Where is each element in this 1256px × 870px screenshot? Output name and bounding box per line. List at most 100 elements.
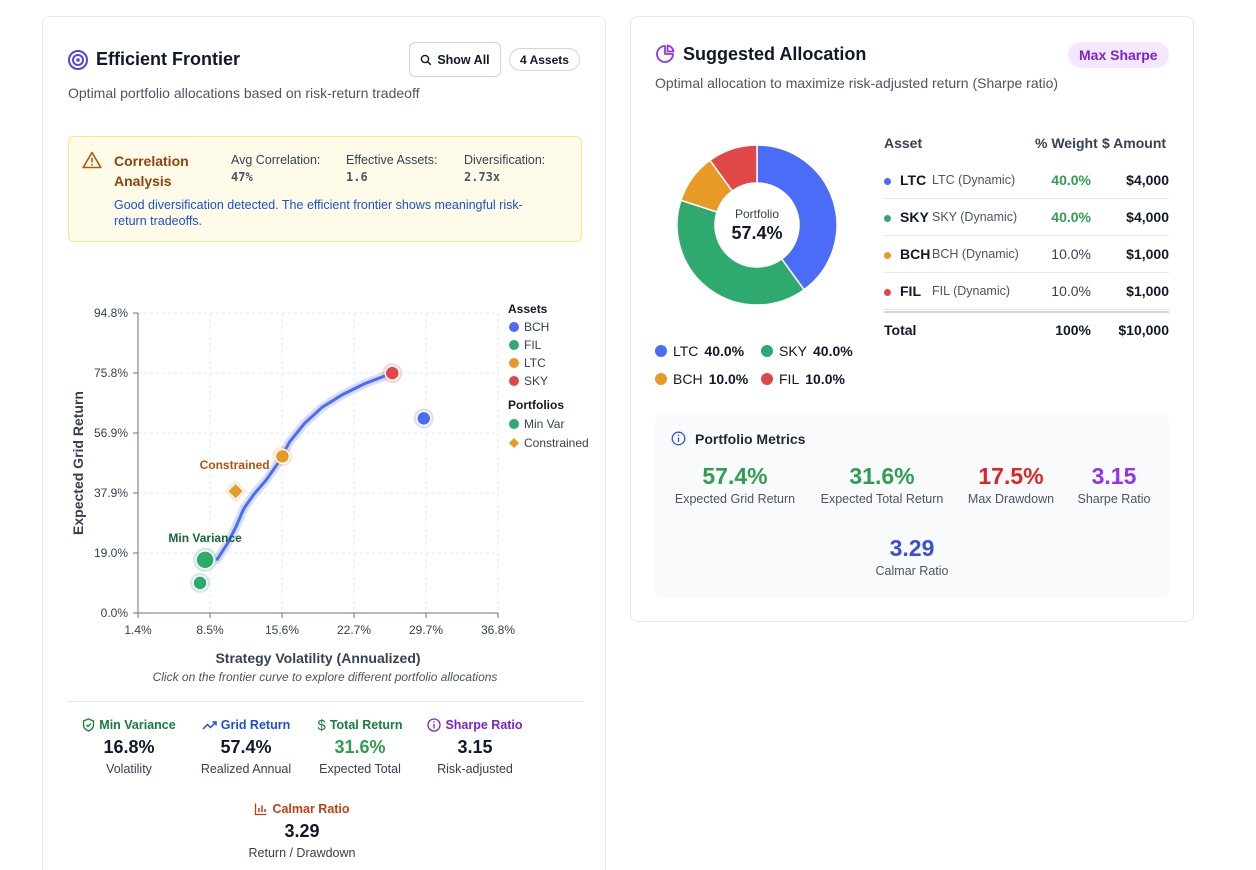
- metric-value: 3.15: [1091, 463, 1137, 489]
- asset-point-ltc[interactable]: [272, 446, 293, 467]
- stat-value: 31.6%: [334, 737, 386, 757]
- metric-calmar-ratio: 3.29 Calmar Ratio: [832, 535, 992, 578]
- assets-count-badge: 4 Assets: [509, 48, 580, 71]
- asset-point-fil[interactable]: [190, 572, 211, 593]
- legend-item-bch[interactable]: BCH: [509, 320, 549, 334]
- table-row[interactable]: FIL FIL (Dynamic) 10.0% $1,000: [884, 273, 1169, 310]
- y-tick-label: 19.0%: [94, 546, 128, 560]
- metric-label: Calmar Ratio: [875, 564, 949, 578]
- stat-header: Grid Return: [181, 717, 311, 733]
- stat-label: Min Variance: [99, 718, 176, 732]
- avg-correlation-value: 47%: [231, 170, 253, 184]
- legend-weight: 10.0%: [708, 371, 749, 387]
- table-header-amount: $ Amount: [1102, 135, 1167, 151]
- max-sharpe-badge: Max Sharpe: [1068, 42, 1169, 68]
- table-header-weight: % Weight: [1035, 135, 1098, 151]
- svg-text:SKY: SKY: [524, 374, 548, 388]
- row-amount: $4,000: [1126, 172, 1169, 188]
- donut-slice-ltc[interactable]: [756, 144, 838, 291]
- legend-dot: [761, 345, 773, 357]
- table-total-row: Total 100% $10,000: [884, 311, 1169, 341]
- asset-point-sky[interactable]: [382, 363, 403, 384]
- stat-header: Calmar Ratio: [237, 801, 367, 817]
- search-icon: [421, 54, 432, 65]
- donut-legend-sky[interactable]: SKY 40.0%: [761, 343, 853, 359]
- legend-weight: 40.0%: [813, 343, 853, 359]
- portfolio-metrics-panel: Portfolio Metrics 57.4% Expected Grid Ret…: [655, 413, 1169, 598]
- legend-item-min-var[interactable]: Min Var: [509, 417, 564, 431]
- legend-weight: 40.0%: [704, 343, 745, 359]
- target-icon: [68, 50, 88, 70]
- allocation-donut-chart[interactable]: Portfolio 57.4%: [675, 143, 839, 307]
- stat-value: 57.4%: [220, 737, 272, 757]
- row-description: FIL (Dynamic): [932, 284, 1011, 298]
- legend-item-constrained[interactable]: Constrained: [509, 436, 589, 450]
- table-row[interactable]: BCH BCH (Dynamic) 10.0% $1,000: [884, 236, 1169, 273]
- donut-legend-ltc[interactable]: LTC 40.0%: [655, 343, 744, 359]
- stat-caption: Return / Drawdown: [248, 846, 356, 860]
- legend-dot: [761, 373, 773, 385]
- svg-text:Constrained: Constrained: [524, 436, 589, 450]
- row-description: SKY (Dynamic): [932, 210, 1018, 224]
- stat-calmar-ratio: Calmar Ratio 3.29 Return / Drawdown: [237, 801, 367, 860]
- show-all-label: Show All: [437, 52, 490, 67]
- row-amount: $1,000: [1126, 283, 1169, 299]
- allocation-title: Suggested Allocation: [683, 44, 867, 64]
- asset-point-bch[interactable]: [413, 408, 434, 429]
- row-amount: $4,000: [1126, 209, 1169, 225]
- stat-caption: Expected Total: [319, 762, 401, 776]
- row-color-dot: [884, 289, 891, 296]
- correlation-title: Correlation Analysis: [114, 153, 189, 189]
- metric-expected-grid-return: 57.4% Expected Grid Return: [655, 463, 815, 506]
- metric-value: 3.29: [889, 535, 935, 561]
- row-amount: $1,000: [1126, 246, 1169, 262]
- efficient-frontier-chart[interactable]: 1.4% 8.5% 15.6% 22.7% 29.7% 36.8% 0.0% 19.0% 37.…: [43, 277, 607, 667]
- legend-portfolios-title: Portfolios: [508, 398, 564, 412]
- svg-text:LTC: LTC: [524, 356, 546, 370]
- diversification-value: 2.73x: [464, 170, 501, 184]
- stat-caption: Risk-adjusted: [437, 762, 513, 776]
- metric-value: 57.4%: [702, 463, 768, 489]
- metric-label: Sharpe Ratio: [1077, 492, 1151, 506]
- portfolio-point-constrained[interactable]: Constrained: [200, 458, 270, 503]
- row-weight: 10.0%: [1051, 283, 1091, 299]
- legend-item-ltc[interactable]: LTC: [509, 356, 546, 370]
- stat-header: Sharpe Ratio: [410, 717, 540, 733]
- legend-symbol: SKY: [779, 343, 808, 359]
- metric-label: Expected Grid Return: [674, 492, 796, 506]
- table-row[interactable]: SKY SKY (Dynamic) 40.0% $4,000: [884, 199, 1169, 236]
- info-icon: [671, 431, 686, 446]
- donut-slice-fil[interactable]: [708, 144, 758, 193]
- legend-item-sky[interactable]: SKY: [509, 374, 548, 388]
- x-tick-label: 29.7%: [409, 623, 443, 637]
- donut-legend-bch[interactable]: BCH 10.0%: [655, 371, 748, 387]
- table-header-asset: Asset: [884, 135, 923, 151]
- show-all-button[interactable]: Show All: [409, 42, 501, 77]
- frontier-title: Efficient Frontier: [96, 49, 241, 69]
- y-tick-label: 37.9%: [94, 486, 128, 500]
- donut-slice-sky[interactable]: [676, 199, 806, 306]
- effective-assets-label: Effective Assets:: [346, 153, 438, 167]
- legend-item-fil[interactable]: FIL: [509, 338, 542, 352]
- stat-min-variance: Min Variance 16.8% Volatility: [64, 717, 194, 776]
- row-symbol: LTC: [900, 172, 927, 188]
- stat-total-return: $ Total Return 31.6% Expected Total: [295, 716, 425, 777]
- donut-legend-fil[interactable]: FIL 10.0%: [761, 371, 845, 387]
- metric-value: 17.5%: [978, 463, 1044, 489]
- svg-text:Min Var: Min Var: [524, 417, 564, 431]
- x-tick-label: 15.6%: [265, 623, 299, 637]
- portfolio-point-min-var[interactable]: Min Variance: [168, 531, 242, 572]
- total-amount: $10,000: [1118, 322, 1169, 338]
- row-color-dot: [884, 215, 891, 222]
- y-axis-label: Expected Grid Return: [70, 391, 86, 535]
- suggested-allocation-card: Suggested Allocation Max Sharpe Optimal …: [630, 16, 1194, 622]
- table-row[interactable]: LTC LTC (Dynamic) 40.0% $4,000: [884, 162, 1169, 199]
- stat-value: 3.29: [284, 821, 320, 841]
- stat-label: Calmar Ratio: [272, 802, 350, 816]
- metric-value: 31.6%: [849, 463, 915, 489]
- dollar-icon: $: [317, 716, 326, 734]
- warning-icon: [82, 151, 102, 169]
- stat-value: 16.8%: [103, 737, 155, 757]
- metric-label: Max Drawdown: [967, 492, 1055, 506]
- stat-label: Total Return: [329, 718, 403, 732]
